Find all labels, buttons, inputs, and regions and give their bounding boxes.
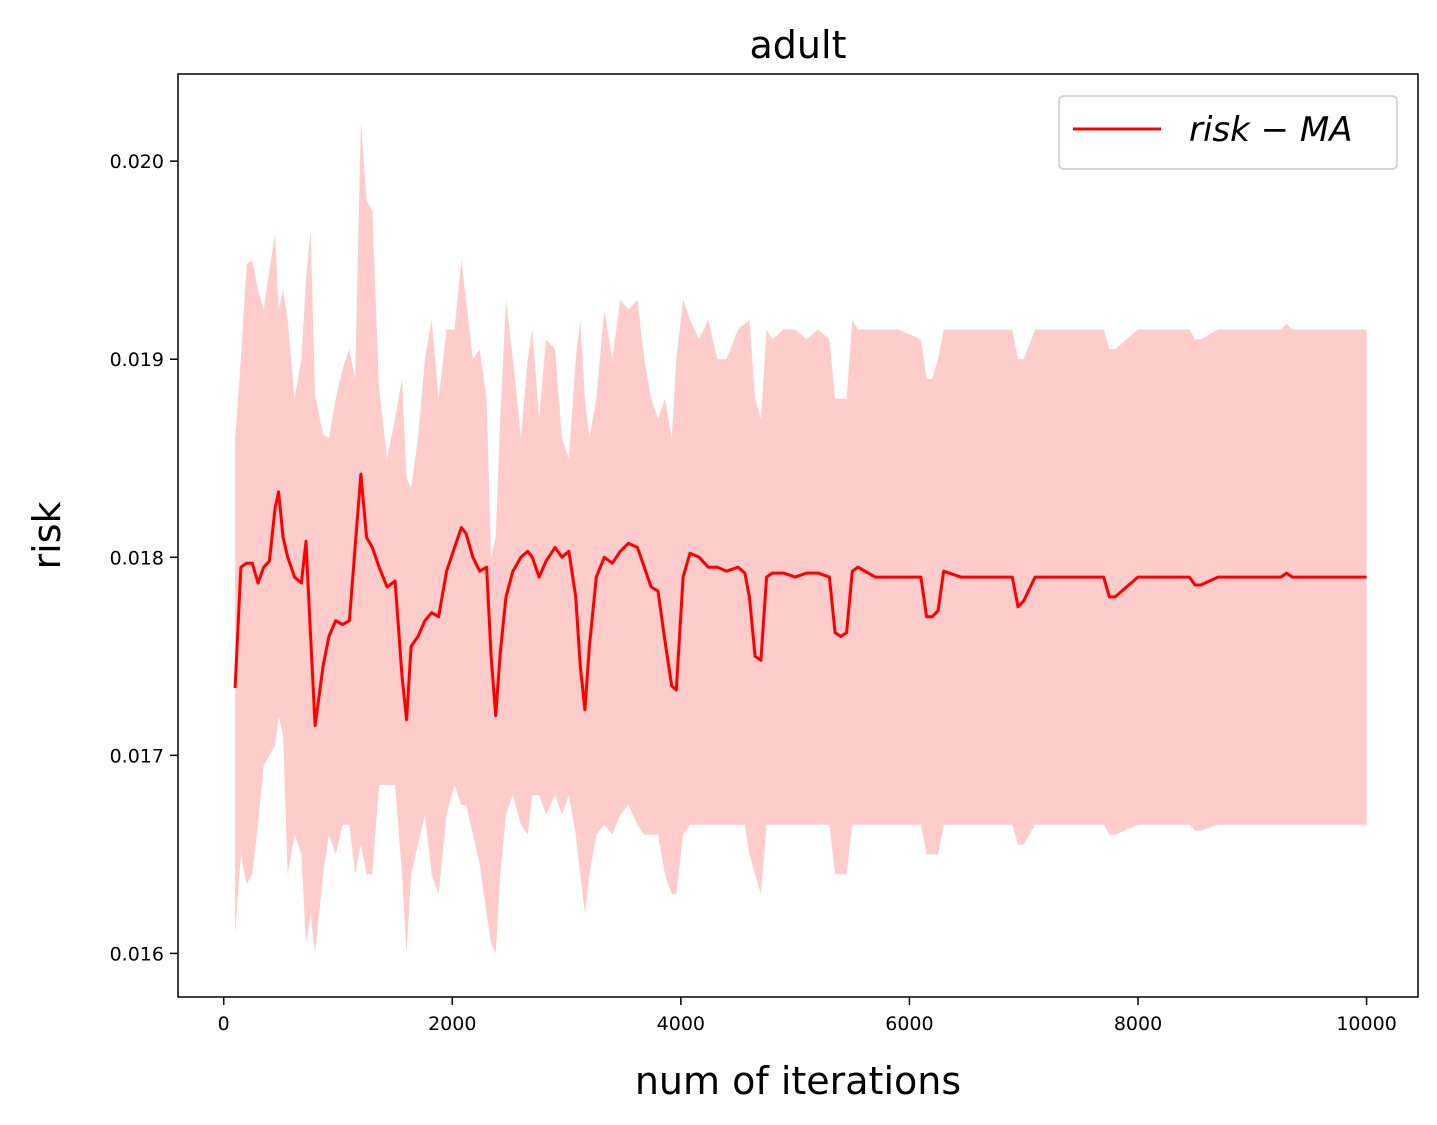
x-axis: 0 2000 4000 6000 8000 10000	[218, 997, 1397, 1035]
chart-title: adult	[750, 23, 847, 67]
x-tick-label: 2000	[428, 1013, 476, 1035]
plot-area	[233, 121, 1367, 954]
y-axis: 0.016 0.017 0.018 0.019 0.020	[110, 151, 178, 965]
series-line-risk-ma	[233, 472, 1367, 728]
y-tick-label: 0.016	[110, 943, 164, 965]
legend-label: risk − MA	[1189, 110, 1353, 150]
confidence-band-layer	[235, 121, 1367, 954]
x-tick-label: 8000	[1114, 1013, 1162, 1035]
confidence-band	[235, 121, 1367, 954]
y-axis-label: risk	[25, 502, 69, 570]
plot-frame	[177, 73, 1419, 998]
y-tick-label: 0.020	[110, 151, 164, 173]
y-tick-label: 0.019	[110, 349, 164, 371]
series-line-layer	[233, 472, 1367, 728]
legend-box	[1058, 95, 1398, 170]
x-axis-label: num of iterations	[635, 1059, 961, 1103]
x-tick-label: 6000	[885, 1013, 933, 1035]
y-tick-label: 0.017	[110, 745, 164, 767]
x-tick-label: 10000	[1336, 1013, 1396, 1035]
y-tick-label: 0.018	[110, 547, 164, 569]
legend: risk − MA	[1058, 95, 1398, 170]
x-tick-label: 4000	[657, 1013, 705, 1035]
x-tick-label: 0	[218, 1013, 230, 1035]
